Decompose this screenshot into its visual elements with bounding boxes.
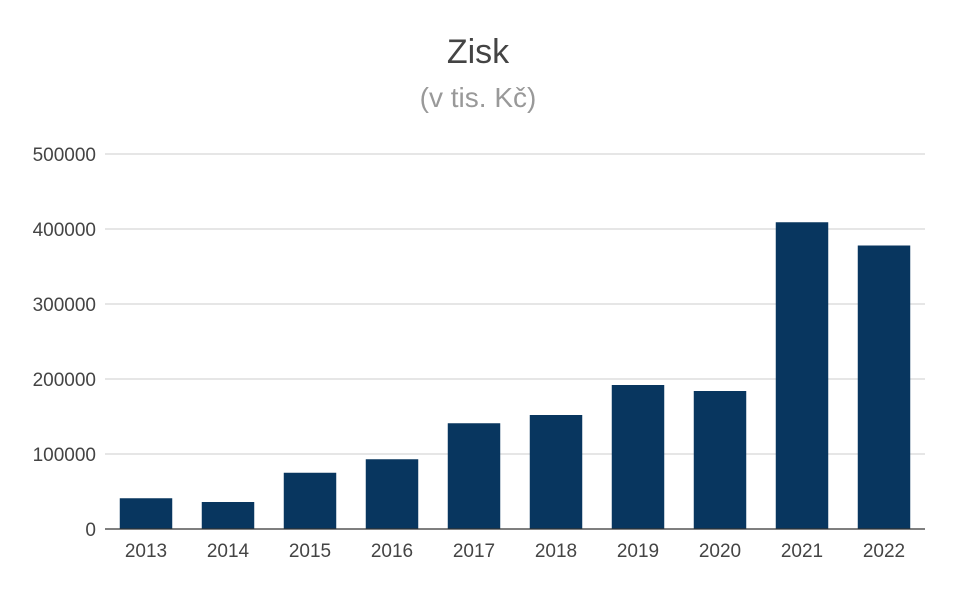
bar-2021 (775, 222, 829, 529)
bar-2016 (365, 459, 419, 529)
bar-2017 (447, 423, 501, 529)
x-tick-label: 2013 (125, 541, 167, 562)
y-tick-label: 200000 (33, 370, 96, 391)
x-tick-label: 2014 (207, 541, 250, 562)
bar-2019 (611, 385, 665, 529)
x-tick-label: 2018 (535, 541, 577, 562)
x-axis-ticks: 2013 2014 2015 2016 2017 2018 2019 2020 2021 2022 (125, 541, 905, 562)
x-tick-label: 2019 (617, 541, 659, 562)
y-tick-label: 0 (85, 520, 96, 541)
bar-2015 (283, 472, 337, 529)
bar-2013 (119, 498, 173, 529)
x-tick-label: 2015 (289, 541, 331, 562)
bar-2020 (693, 391, 747, 529)
x-tick-label: 2020 (699, 541, 741, 562)
chart-subtitle: (v tis. Kč) (420, 82, 537, 113)
bar-2018 (529, 415, 583, 529)
chart-title: Zisk (447, 33, 510, 71)
x-tick-label: 2017 (453, 541, 495, 562)
bar-2014 (201, 502, 255, 529)
y-tick-label: 500000 (33, 145, 96, 166)
y-tick-label: 400000 (33, 220, 96, 241)
x-tick-label: 2016 (371, 541, 413, 562)
y-axis-ticks: 0 100000 200000 300000 400000 500000 (33, 145, 96, 541)
x-tick-label: 2022 (863, 541, 905, 562)
y-tick-label: 100000 (33, 445, 96, 466)
y-tick-label: 300000 (33, 295, 96, 316)
bars (119, 222, 911, 529)
x-tick-label: 2021 (781, 541, 823, 562)
bar-2022 (857, 245, 911, 529)
